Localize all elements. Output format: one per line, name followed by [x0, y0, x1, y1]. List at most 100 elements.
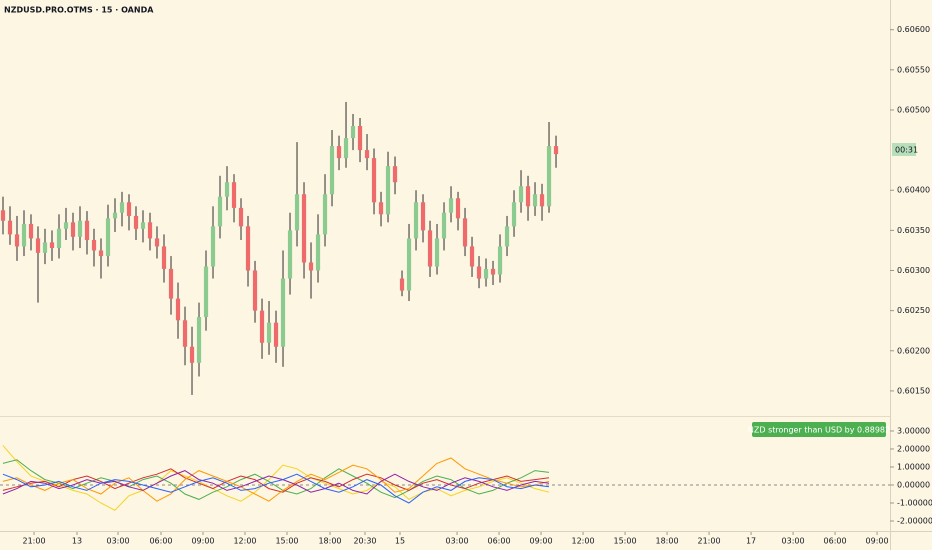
time-label: 13 [72, 537, 82, 546]
time-label: 15:00 [614, 537, 637, 546]
time-label: 21:00 [698, 537, 721, 546]
time-label: 12:00 [572, 537, 595, 546]
indicator-line [2, 470, 550, 495]
price-label: 0.60400 [897, 186, 930, 195]
candle-body [357, 126, 363, 151]
price-label: 0.60300 [897, 266, 930, 275]
candle-body [420, 202, 426, 231]
candle-body [182, 320, 188, 347]
price-label: 0.60550 [897, 65, 930, 74]
indicator-label: -1.00000 [897, 498, 932, 507]
candle-body [336, 146, 342, 159]
candle-body [35, 238, 41, 253]
time-label: 21:00 [22, 537, 45, 546]
candle-body [0, 210, 6, 221]
candle-body [329, 146, 335, 195]
candle-body [497, 246, 503, 275]
symbol-title: NZDUSD.PRO.OTMS · 15 · OANDA [4, 6, 154, 15]
candle-body [259, 310, 265, 343]
annotation-box [752, 422, 886, 437]
candle-body [63, 222, 69, 229]
time-label: 15 [395, 537, 405, 546]
candle-body [483, 268, 489, 279]
indicator-label: 0.00000 [897, 480, 930, 489]
candle-body [490, 268, 496, 275]
candle-body [539, 194, 545, 207]
candle-body [161, 246, 167, 269]
time-label: 03:00 [446, 537, 469, 546]
time-label: 06:00 [488, 537, 511, 546]
indicator-label: 3.00000 [897, 426, 930, 435]
candle-body [140, 222, 146, 229]
annotation: NZD stronger than USD by 0.88982 [748, 426, 890, 435]
indicator-line [2, 457, 550, 502]
candle-body [441, 212, 447, 239]
time-label: 15:00 [275, 537, 298, 546]
candle-body [252, 270, 258, 311]
time-label: 09:00 [530, 537, 553, 546]
candle-body [245, 226, 251, 271]
price-label: 0.60200 [897, 346, 930, 355]
candle-body [224, 182, 230, 197]
candle-body [21, 223, 27, 247]
candle-body [280, 278, 286, 347]
price-label: 0.60600 [897, 25, 930, 34]
candle-body [266, 322, 272, 343]
price-label: 0.60150 [897, 386, 930, 395]
time-label: 17 [746, 537, 756, 546]
candle-body [462, 218, 468, 247]
candle-body [126, 202, 132, 216]
time-label: 09:00 [866, 537, 889, 546]
indicator-line [2, 473, 550, 504]
candle-body [385, 166, 391, 215]
candle-body [518, 186, 524, 203]
candle-body [448, 198, 454, 213]
candle-body [133, 215, 139, 229]
price-label: 0.60250 [897, 306, 930, 315]
candle-body [119, 202, 125, 213]
candle-body [301, 194, 307, 263]
candle-body [203, 266, 209, 318]
indicator-label: 2.00000 [897, 444, 930, 453]
candle-body [553, 146, 559, 155]
indicator-line [2, 468, 550, 493]
candle-body [427, 230, 433, 267]
candle-body [7, 220, 13, 235]
countdown: 00:31 [895, 146, 918, 155]
candle-body [49, 242, 55, 249]
candle-body [147, 222, 153, 239]
candle-body [14, 234, 20, 247]
time-label: 03:00 [782, 537, 805, 546]
candle-body [42, 242, 48, 253]
candle-body [455, 198, 461, 219]
candle-body [154, 238, 160, 247]
time-label: 20:30 [353, 537, 376, 546]
candle-body [294, 194, 300, 231]
candle-body [406, 238, 412, 291]
time-label: 03:00 [106, 537, 129, 546]
candle-body [168, 268, 174, 299]
candle-body [105, 218, 111, 257]
time-label: 06:00 [149, 537, 172, 546]
candle-body [84, 220, 90, 241]
candle-body [322, 194, 328, 235]
candle-body [504, 226, 510, 247]
candle-body [91, 240, 97, 251]
candle-body [217, 196, 223, 227]
candle-body [28, 223, 34, 239]
candle-body [546, 146, 552, 207]
price-label: 0.60350 [897, 226, 930, 235]
candle-body [511, 202, 517, 227]
time-label: 18:00 [656, 537, 679, 546]
time-label: 18:00 [318, 537, 341, 546]
indicator-line [2, 459, 550, 500]
candle-body [287, 230, 293, 279]
candle-body [392, 166, 398, 183]
candle-body [238, 207, 244, 227]
candle-body [350, 126, 356, 139]
candle-body [308, 262, 314, 271]
candle-body [371, 158, 377, 203]
candle-body [175, 298, 181, 321]
candle-body [70, 222, 76, 237]
